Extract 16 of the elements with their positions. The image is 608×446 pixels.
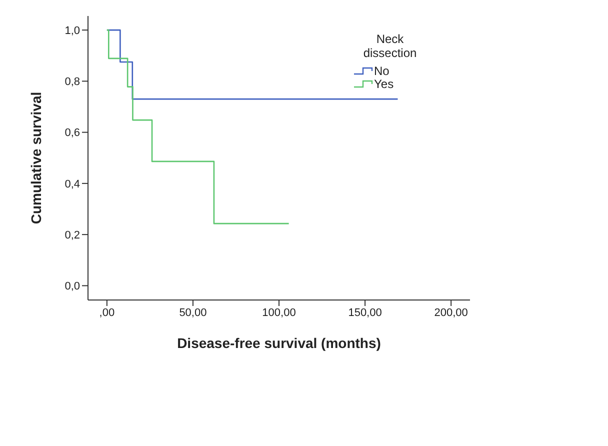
x-tick-label: 100,00 (262, 306, 296, 319)
y-tick-label: 0,0 (64, 280, 80, 293)
y-tick-label: 0,6 (64, 127, 80, 140)
legend-title: Neck dissection (362, 32, 418, 60)
y-tick-label: 0,8 (64, 76, 80, 88)
x-tick-label: ,00 (99, 306, 115, 319)
y-tick-label: 0,2 (64, 229, 80, 242)
legend-label: No (374, 64, 390, 78)
y-axis-title: Cumulative survival (28, 92, 44, 224)
x-tick-label: 200,00 (434, 306, 468, 319)
x-tick-label: 50,00 (179, 306, 207, 319)
y-tick-label: 0,4 (64, 178, 80, 190)
x-axis-title: Disease-free survival (months) (177, 335, 381, 351)
legend-label: Yes (374, 76, 394, 90)
x-tick-label: 150,00 (348, 306, 382, 319)
y-tick-label: 1,0 (64, 24, 80, 37)
